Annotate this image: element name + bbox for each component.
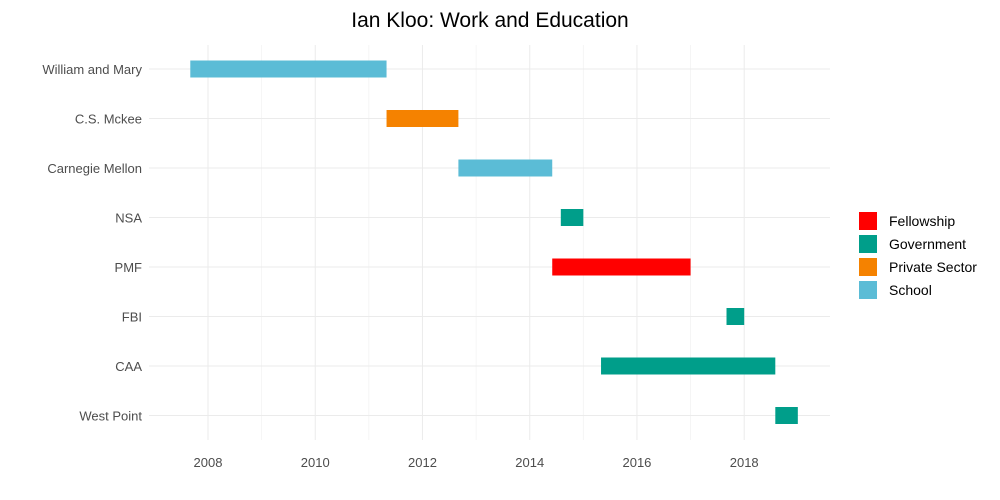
- x-tick-labels: 2008 2010 2012 2014 2016 2018: [194, 455, 759, 470]
- x-tick-label: 2008: [194, 455, 223, 470]
- x-tick-label: 2014: [515, 455, 544, 470]
- bar-west-point: [775, 407, 798, 424]
- legend-swatch: [859, 258, 877, 276]
- bar-william-and-mary: [190, 60, 387, 78]
- x-tick-label: 2012: [408, 455, 437, 470]
- legend-label: Government: [889, 236, 966, 252]
- bar-caa: [601, 357, 776, 375]
- legend-label: School: [889, 282, 932, 298]
- grid-lines: [149, 45, 830, 440]
- y-tick-label: William and Mary: [42, 62, 142, 77]
- bar-c-s-mckee: [386, 110, 459, 127]
- y-tick-label: PMF: [115, 260, 143, 275]
- legend: Fellowship Government Private Sector School: [859, 212, 977, 299]
- legend-swatch: [859, 212, 877, 230]
- bar-carnegie-mellon: [458, 159, 553, 177]
- y-tick-label: Carnegie Mellon: [47, 161, 142, 176]
- x-tick-label: 2016: [622, 455, 651, 470]
- y-tick-label: CAA: [115, 359, 142, 374]
- y-tick-label: FBI: [122, 310, 142, 325]
- bar-nsa: [560, 209, 584, 226]
- bars: [190, 60, 798, 424]
- x-tick-label: 2018: [730, 455, 759, 470]
- legend-swatch: [859, 281, 877, 299]
- y-tick-label: West Point: [79, 409, 142, 424]
- y-tick-label: NSA: [115, 211, 142, 226]
- y-tick-labels: William and Mary C.S. Mckee Carnegie Mello…: [42, 62, 142, 424]
- y-tick-label: C.S. Mckee: [75, 112, 142, 127]
- legend-label: Fellowship: [889, 213, 955, 229]
- legend-swatch: [859, 235, 877, 253]
- chart-title: Ian Kloo: Work and Education: [351, 9, 628, 32]
- legend-label: Private Sector: [889, 259, 977, 275]
- bar-pmf: [552, 258, 691, 276]
- x-tick-label: 2010: [301, 455, 330, 470]
- bar-fbi: [726, 308, 745, 325]
